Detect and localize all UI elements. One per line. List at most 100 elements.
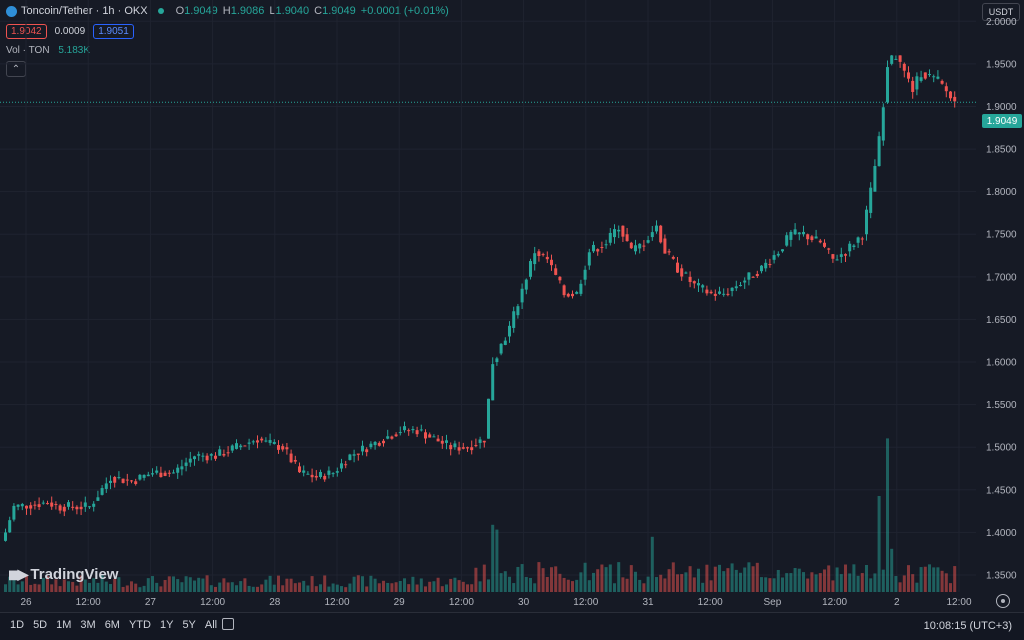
candle xyxy=(613,229,616,238)
candle xyxy=(869,187,873,213)
timeframe-ytd-button[interactable]: YTD xyxy=(128,619,151,631)
candle xyxy=(911,80,915,92)
candle xyxy=(121,478,125,483)
price-chart[interactable] xyxy=(0,0,976,592)
candle xyxy=(520,288,524,303)
clock[interactable]: 10:08:15 (UTC+3) xyxy=(923,620,1012,632)
ask-button[interactable]: 1.9051 xyxy=(93,24,134,39)
candle xyxy=(877,136,881,167)
timeframe-5y-button[interactable]: 5Y xyxy=(182,619,196,631)
candle xyxy=(709,291,713,294)
candle xyxy=(243,445,247,447)
volume-bar xyxy=(8,576,12,592)
timeframe-6m-button[interactable]: 6M xyxy=(104,619,120,631)
volume-bar xyxy=(499,573,503,592)
candle xyxy=(46,503,49,505)
volume-bar xyxy=(835,567,839,592)
volume-bar xyxy=(726,568,730,592)
volume-bar xyxy=(797,568,801,592)
candle xyxy=(67,502,70,507)
timeframe-5d-button[interactable]: 5D xyxy=(33,619,48,631)
candle xyxy=(16,504,20,507)
price-tick-label: 1.4500 xyxy=(986,485,1017,496)
candle xyxy=(436,438,440,442)
volume-bar xyxy=(382,580,385,592)
change-value: +0.0001 (+0.01%) xyxy=(360,5,449,17)
volume-bar xyxy=(298,582,301,592)
volume-bar xyxy=(277,575,280,592)
low-value: 1.9040 xyxy=(275,5,310,17)
volume-bar xyxy=(533,583,537,592)
volume-bar xyxy=(688,566,692,592)
timeframe-3m-button[interactable]: 3M xyxy=(80,619,96,631)
chart-settings-button[interactable] xyxy=(996,594,1010,608)
candle xyxy=(361,445,364,452)
volume-bar xyxy=(856,575,860,592)
time-tick-label: 31 xyxy=(642,597,654,608)
volume-bar xyxy=(902,575,906,592)
timeframe-1d-button[interactable]: 1D xyxy=(10,619,25,631)
timeframe-1m-button[interactable]: 1M xyxy=(56,619,72,631)
candle xyxy=(146,474,150,477)
volume-bar xyxy=(130,581,133,592)
candle xyxy=(386,436,390,439)
candle xyxy=(180,466,184,470)
candle xyxy=(348,454,352,460)
high-label: H xyxy=(222,5,231,17)
currency-button[interactable]: USDT xyxy=(982,3,1020,21)
volume-bar xyxy=(755,562,759,592)
tradingview-logo-icon: ◼▶ xyxy=(8,566,28,582)
candle xyxy=(218,449,222,456)
candle xyxy=(403,426,406,431)
volume-bar xyxy=(844,564,847,592)
volume-bar xyxy=(545,576,549,592)
candle xyxy=(29,505,33,509)
candle xyxy=(852,245,856,248)
candle xyxy=(197,454,201,456)
volume-bar xyxy=(625,578,629,592)
volume-bar xyxy=(928,564,931,592)
volume-bar xyxy=(163,579,167,592)
candle xyxy=(760,265,763,272)
tradingview-watermark[interactable]: ◼▶ TradingView xyxy=(8,566,118,583)
time-axis[interactable]: 26 12:00 27 12:00 28 12:00 29 12:00 30 12:00 31 12:… xyxy=(0,592,976,612)
volume-bar xyxy=(831,580,835,592)
candle xyxy=(277,445,280,450)
volume-bar xyxy=(20,581,24,592)
volume-bar xyxy=(860,573,864,592)
candle xyxy=(503,340,507,345)
time-tick-label: 12:00 xyxy=(946,597,971,608)
volume-bar xyxy=(827,565,831,592)
volume-bar xyxy=(264,579,268,592)
price-tick-label: 1.9000 xyxy=(986,102,1017,113)
volume-bar xyxy=(604,567,608,592)
date-range-icon[interactable] xyxy=(222,618,234,630)
candle xyxy=(25,505,28,509)
candle xyxy=(592,244,595,252)
price-axis[interactable]: 2.0000 1.9500 1.9000 1.8500 1.8000 1.7500 1.70… xyxy=(976,0,1024,592)
price-tick-label: 1.5500 xyxy=(986,400,1017,411)
price-tick-label: 1.3500 xyxy=(986,570,1017,581)
volume-bar xyxy=(873,573,877,592)
candle xyxy=(839,254,843,257)
volume-bar xyxy=(218,582,222,592)
volume-bar xyxy=(646,576,650,592)
volume-bar xyxy=(134,583,138,592)
candle xyxy=(327,470,331,475)
volume-bar xyxy=(235,585,238,592)
timeframe-all-button[interactable]: All xyxy=(204,619,218,631)
candle xyxy=(188,458,192,463)
candle xyxy=(335,471,339,473)
candle xyxy=(75,506,79,510)
time-tick-label: 12:00 xyxy=(200,597,225,608)
timeframe-1y-button[interactable]: 1Y xyxy=(159,619,174,631)
volume-bar xyxy=(71,581,75,592)
candle xyxy=(890,55,894,64)
volume-bar xyxy=(424,586,427,592)
candle xyxy=(562,285,566,296)
candle xyxy=(676,262,679,273)
symbol-title[interactable]: Toncoin/Tether · 1h · OKX xyxy=(21,5,148,17)
candle xyxy=(193,456,196,460)
candle xyxy=(554,268,558,275)
candle xyxy=(608,232,612,243)
